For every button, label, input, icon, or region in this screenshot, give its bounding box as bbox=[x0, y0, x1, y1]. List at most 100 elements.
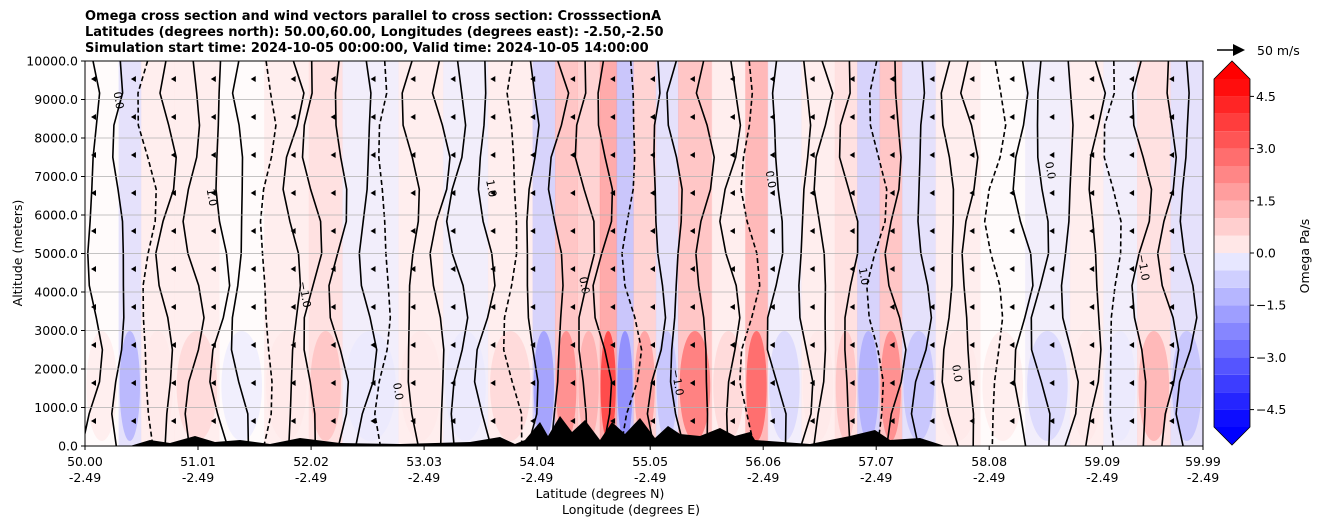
y-tick-label: 0.0 bbox=[58, 439, 78, 454]
wind-vector bbox=[1169, 76, 1175, 82]
wind-vector bbox=[809, 380, 815, 386]
wind-vector bbox=[1169, 190, 1175, 196]
wind-vector bbox=[530, 418, 536, 424]
wind-vector bbox=[370, 190, 376, 196]
colorbar-segment bbox=[1214, 79, 1250, 97]
omega-core bbox=[221, 331, 262, 441]
wind-vector bbox=[650, 228, 655, 234]
wind-vector bbox=[530, 76, 536, 82]
wind-vector bbox=[1129, 342, 1135, 348]
wind-vector bbox=[410, 76, 416, 82]
terrain bbox=[85, 416, 1203, 446]
wind-vector bbox=[410, 342, 416, 348]
wind-vector bbox=[729, 342, 735, 348]
wind-vector bbox=[530, 266, 536, 272]
wind-vector bbox=[889, 418, 895, 424]
wind-vector bbox=[450, 152, 456, 158]
wind-vector bbox=[570, 190, 576, 196]
wind-vector bbox=[689, 304, 695, 310]
title-line-2: Latitudes (degrees north): 50.00,60.00, … bbox=[85, 25, 664, 40]
wind-vector bbox=[130, 266, 136, 272]
omega-core bbox=[266, 331, 307, 441]
wind-vector bbox=[330, 114, 336, 120]
wind-vector bbox=[210, 114, 216, 120]
colorbar: 4.5 3.0 1.5 0.0 −1.5 −3.0 −4.5 bbox=[1213, 60, 1286, 446]
colorbar-segment bbox=[1214, 253, 1250, 271]
colorbar-tick-label: −3.0 bbox=[1256, 350, 1286, 365]
wind-vector bbox=[250, 266, 256, 272]
wind-vector bbox=[1009, 266, 1015, 272]
wind-vector bbox=[250, 190, 256, 196]
wind-vector bbox=[330, 76, 336, 82]
wind-vector bbox=[290, 190, 296, 196]
wind-vector bbox=[1049, 418, 1055, 424]
omega-core bbox=[310, 331, 341, 441]
wind-vector bbox=[849, 190, 855, 196]
omega-core bbox=[119, 331, 140, 441]
wind-vector bbox=[91, 190, 96, 196]
wind-vector bbox=[410, 418, 416, 424]
wind-vector bbox=[490, 228, 496, 234]
wind-vector bbox=[809, 76, 815, 82]
wind-vector bbox=[210, 418, 216, 424]
wind-vector bbox=[210, 304, 216, 310]
wind-vector bbox=[729, 190, 735, 196]
wind-vector bbox=[1049, 380, 1055, 386]
wind-vectors bbox=[91, 76, 1175, 424]
wind-vector bbox=[1129, 152, 1135, 158]
wind-vector bbox=[370, 266, 376, 272]
wind-vector bbox=[290, 342, 296, 348]
x-tick-label-lon: -2.49 bbox=[1187, 470, 1219, 485]
wind-vector bbox=[91, 418, 96, 424]
colorbar-segment bbox=[1214, 113, 1250, 132]
wind-vector bbox=[1009, 76, 1015, 82]
wind-vector bbox=[650, 114, 655, 120]
wind-vector bbox=[849, 114, 855, 120]
wind-vector bbox=[1129, 304, 1135, 310]
wind-vector bbox=[290, 152, 296, 158]
wind-vector bbox=[570, 266, 576, 272]
wind-vector bbox=[170, 380, 176, 386]
wind-vector bbox=[969, 114, 975, 120]
wind-vector bbox=[809, 114, 815, 120]
colorbar-tick-label: 3.0 bbox=[1256, 141, 1276, 156]
wind-vector bbox=[490, 342, 496, 348]
omega-core bbox=[1071, 331, 1102, 441]
wind-vector bbox=[969, 418, 975, 424]
wind-vector bbox=[689, 152, 695, 158]
wind-vector bbox=[969, 342, 975, 348]
wind-vector bbox=[809, 152, 815, 158]
wind-vector bbox=[929, 152, 935, 158]
wind-vector bbox=[889, 380, 895, 386]
colorbar-frame bbox=[1213, 60, 1251, 446]
wind-vector bbox=[809, 190, 815, 196]
wind-vector bbox=[290, 380, 296, 386]
wind-vector bbox=[610, 152, 616, 158]
wind-vector bbox=[650, 418, 655, 424]
wind-vector bbox=[370, 114, 376, 120]
wind-vector bbox=[570, 152, 576, 158]
wind-vector bbox=[91, 152, 96, 158]
wind-vector bbox=[410, 228, 416, 234]
wind-vector bbox=[929, 418, 935, 424]
wind-vector bbox=[929, 304, 935, 310]
wind-vector bbox=[250, 76, 256, 82]
omega-core bbox=[345, 331, 396, 441]
omega-core bbox=[556, 331, 577, 441]
wind-vector bbox=[689, 342, 695, 348]
colorbar-segment bbox=[1214, 218, 1250, 236]
wind-vector bbox=[969, 228, 975, 234]
colorbar-tick-label: 4.5 bbox=[1256, 89, 1276, 104]
colorbar-segment bbox=[1214, 235, 1250, 253]
wind-vector bbox=[250, 114, 256, 120]
wind-vector bbox=[889, 152, 895, 158]
wind-vector bbox=[170, 228, 176, 234]
wind-vector bbox=[530, 342, 536, 348]
x-tick-label-lat: 57.07 bbox=[858, 454, 894, 469]
wind-vector bbox=[370, 342, 376, 348]
wind-vector bbox=[689, 76, 695, 82]
colorbar-segment bbox=[1214, 357, 1250, 375]
wind-vector bbox=[689, 380, 695, 386]
wind-vector bbox=[650, 266, 655, 272]
wind-vector bbox=[769, 304, 775, 310]
